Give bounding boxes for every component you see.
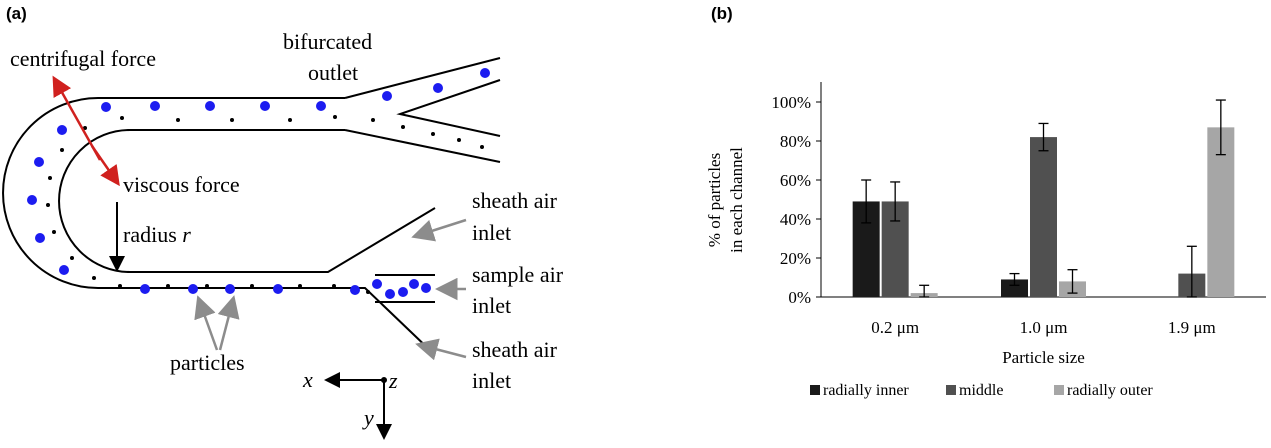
legend-label: radially outer — [1067, 382, 1153, 399]
bar — [1207, 127, 1235, 297]
outlet-lower-wall — [344, 129, 501, 163]
bifurcated-label-line2: outlet — [308, 60, 358, 85]
channel-inner-wall — [58, 129, 436, 273]
sheath-bottom-label-line1: sheath air — [472, 337, 558, 362]
particle-distribution-chart: 0% 20% 40% 60% 80% 100% 0.2 μm 1.0 μm 1.9 μm Part… — [705, 82, 1266, 399]
particles-pointer-1 — [194, 295, 219, 351]
panel-a-label: (a) — [6, 4, 27, 23]
z-axis-label: z — [388, 368, 398, 393]
x-tick-label: 1.0 μm — [1020, 318, 1068, 337]
bar — [1030, 137, 1057, 297]
y-axis-title-line2: in each channel — [727, 147, 746, 253]
y-tick-label: 20% — [780, 249, 811, 268]
sample-label-line2: inlet — [472, 293, 511, 318]
sample-label-line1: sample air — [472, 262, 564, 287]
z-axis-dot — [381, 377, 387, 383]
y-tick-label: 60% — [780, 171, 811, 190]
viscous-force-arrow — [90, 145, 120, 187]
legend-label: middle — [959, 382, 1003, 399]
y-tick-label: 0% — [788, 288, 811, 307]
legend-swatch — [946, 385, 956, 395]
sheath-top-label-line2: inlet — [472, 220, 511, 245]
channel-schematic: centrifugal force viscous force radius r… — [2, 29, 564, 440]
viscous-force-label: viscous force — [123, 172, 240, 197]
radius-label: radius r — [123, 222, 191, 247]
x-axis-label: x — [302, 367, 313, 392]
sheath-top-pointer — [411, 218, 467, 242]
x-axis-title: Particle size — [1002, 348, 1085, 367]
y-axis-title-line1: % of particles — [705, 153, 724, 247]
bifurcated-label-line1: bifurcated — [283, 29, 372, 54]
sheath-bottom-pointer — [415, 338, 467, 361]
y-axis-label: y — [362, 405, 374, 430]
bar — [1001, 279, 1028, 297]
legend-label: radially inner — [823, 382, 909, 399]
outlet-upper-wall — [344, 57, 501, 99]
particles-label: particles — [170, 350, 245, 375]
y-tick-label: 40% — [780, 210, 811, 229]
y-tick-label: 80% — [780, 132, 811, 151]
centrifugal-force-label: centrifugal force — [10, 46, 156, 71]
y-tick-label: 100% — [771, 93, 811, 112]
sheath-top-label-line1: sheath air — [472, 188, 558, 213]
large-particles — [27, 68, 490, 299]
legend-swatch — [810, 385, 820, 395]
panel-b-label: (b) — [711, 4, 733, 23]
legend-swatch — [1054, 385, 1064, 395]
x-tick-label: 0.2 μm — [871, 318, 919, 337]
sheath-bottom-label-line2: inlet — [472, 368, 511, 393]
outlet-splitter — [396, 79, 501, 137]
channel-outer-wall — [2, 97, 436, 356]
x-tick-label: 1.9 μm — [1168, 318, 1216, 337]
particles-pointer-2 — [217, 295, 240, 351]
small-particles — [46, 115, 484, 294]
